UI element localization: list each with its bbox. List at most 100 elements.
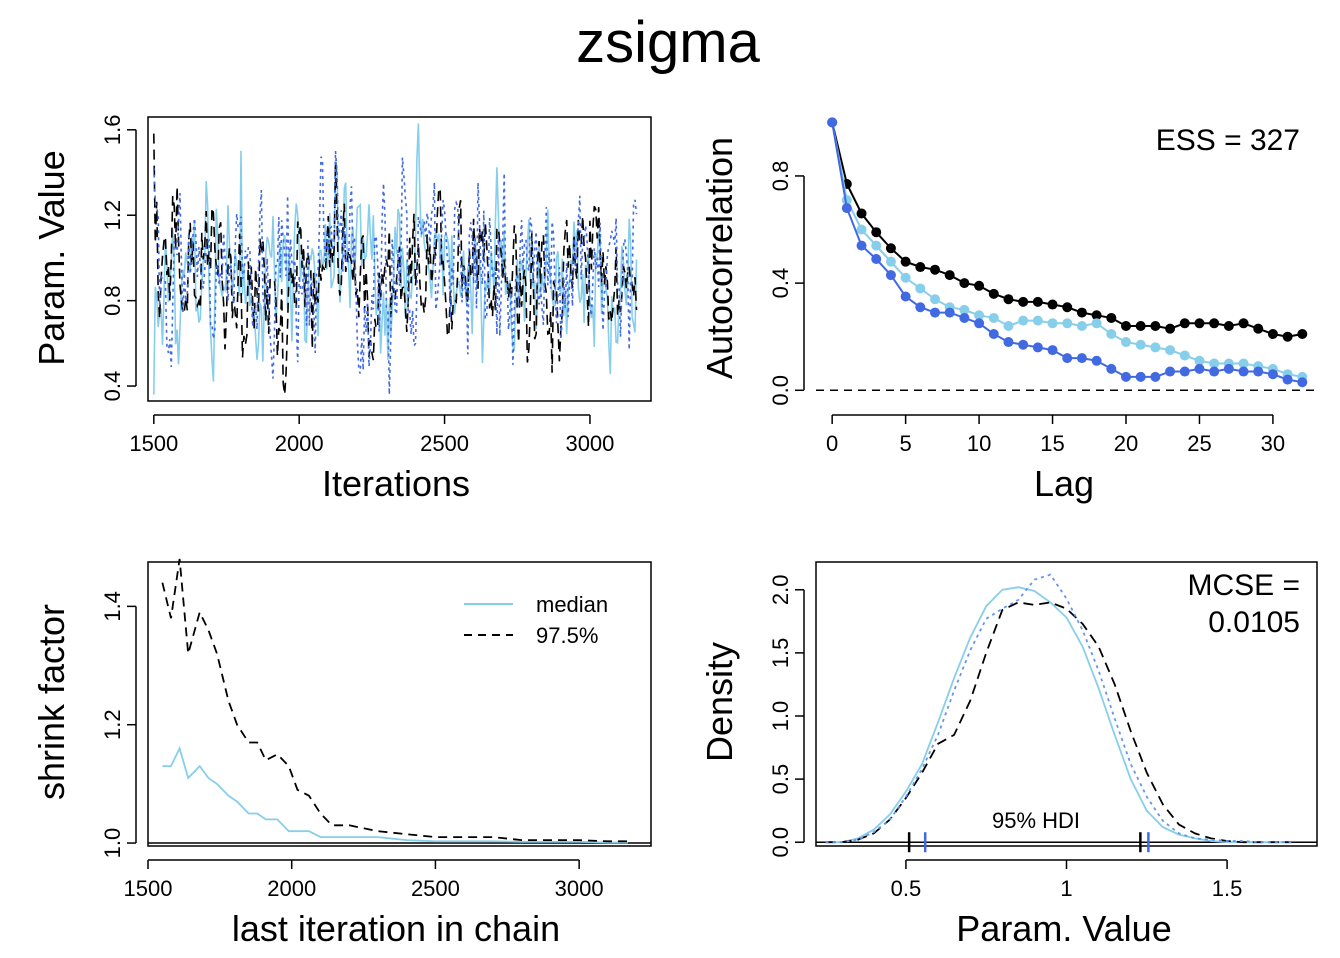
trace-panel: Iterations Param. Value 1500 2000 2500 3000… bbox=[31, 115, 652, 504]
acf-point-chain-1 bbox=[871, 240, 882, 251]
autocorrelation-panel: Lag Autocorrelation ESS = 327 0 5 10 15 20 25… bbox=[699, 117, 1317, 504]
mcse-value: 0.0105 bbox=[1208, 606, 1300, 639]
acf-point-chain-2 bbox=[1091, 310, 1102, 321]
acf-point-chain-1 bbox=[915, 283, 926, 294]
density-curve-chain-2 bbox=[825, 601, 1292, 844]
acf-point-chain-2 bbox=[900, 256, 911, 267]
acf-point-chain-1 bbox=[1062, 318, 1073, 329]
legend-97-label: 97.5% bbox=[536, 623, 598, 648]
acf-point-chain-2 bbox=[885, 243, 896, 254]
density-x-tick-label: 1.5 bbox=[1212, 876, 1243, 901]
shrink-legend: median 97.5% bbox=[464, 592, 608, 648]
acf-point-chain-3 bbox=[1223, 363, 1234, 374]
trace-series-chain-3 bbox=[153, 150, 638, 395]
acf-point-chain-3 bbox=[1062, 353, 1073, 364]
trace-series-chain-2 bbox=[153, 133, 638, 395]
density-x-tick-label: 1 bbox=[1060, 876, 1072, 901]
acf-point-chain-1 bbox=[974, 310, 985, 321]
trace-plot-box bbox=[147, 116, 652, 402]
acf-point-chain-2 bbox=[1032, 296, 1043, 307]
acf-x-tick-label: 30 bbox=[1261, 431, 1285, 456]
shrink-y-tick-label: 1.2 bbox=[100, 709, 125, 740]
acf-point-chain-3 bbox=[930, 307, 941, 318]
acf-point-chain-2 bbox=[1223, 320, 1234, 331]
shrink-x-tick-label: 2500 bbox=[411, 876, 460, 901]
trace-series-chain-1 bbox=[153, 123, 638, 395]
acf-point-chain-2 bbox=[1076, 307, 1087, 318]
acf-point-chain-1 bbox=[930, 294, 941, 305]
shrink-median-line bbox=[162, 745, 628, 844]
acf-point-chain-1 bbox=[856, 224, 867, 235]
acf-y-tick-label: 0.4 bbox=[768, 268, 793, 299]
shrink-x-tick-label: 2000 bbox=[267, 876, 316, 901]
trace-x-tick-label: 2500 bbox=[420, 431, 469, 456]
acf-point-chain-3 bbox=[871, 254, 882, 264]
trace-y-tick-label: 0.4 bbox=[100, 371, 125, 402]
acf-point-chain-2 bbox=[1194, 318, 1205, 329]
acf-point-chain-1 bbox=[1165, 345, 1176, 356]
acf-y-tick-label: 0.8 bbox=[768, 161, 793, 192]
shrink-x-tick-label: 3000 bbox=[555, 876, 604, 901]
trace-ylabel: Param. Value bbox=[31, 150, 72, 365]
trace-y-tick-label: 1.6 bbox=[100, 115, 125, 146]
acf-point-chain-3 bbox=[944, 307, 955, 318]
acf-point-chain-3 bbox=[1121, 371, 1132, 382]
density-y-tick-label: 1.0 bbox=[768, 701, 793, 732]
acf-x-tick-label: 25 bbox=[1187, 431, 1211, 456]
acf-point-chain-1 bbox=[1047, 318, 1058, 329]
acf-ylabel: Autocorrelation bbox=[699, 137, 740, 379]
density-y-tick-label: 1.5 bbox=[768, 638, 793, 669]
acf-point-chain-2 bbox=[871, 227, 882, 238]
acf-point-chain-3 bbox=[959, 312, 970, 323]
trace-x-tick-label: 2000 bbox=[275, 431, 324, 456]
acf-point-chain-2 bbox=[1267, 329, 1278, 340]
hdi-label: 95% HDI bbox=[992, 808, 1080, 833]
acf-point-chain-3 bbox=[988, 329, 999, 340]
acf-point-chain-1 bbox=[1106, 329, 1117, 340]
acf-point-chain-3 bbox=[1032, 342, 1043, 353]
acf-point-chain-3 bbox=[1135, 371, 1146, 382]
density-x-tick-label: 0.5 bbox=[891, 876, 922, 901]
acf-y-tick-label: 0.0 bbox=[768, 375, 793, 406]
acf-x-tick-label: 10 bbox=[967, 431, 991, 456]
acf-point-chain-3 bbox=[1003, 337, 1014, 348]
acf-point-chain-3 bbox=[1282, 374, 1293, 385]
acf-point-chain-1 bbox=[1194, 355, 1205, 366]
acf-point-chain-1 bbox=[1032, 315, 1043, 326]
acf-point-chain-3 bbox=[1267, 369, 1278, 380]
acf-point-chain-2 bbox=[930, 264, 941, 275]
acf-point-chain-2 bbox=[856, 208, 867, 219]
acf-point-chain-1 bbox=[1135, 339, 1146, 350]
acf-point-chain-2 bbox=[1253, 323, 1264, 334]
acf-x-tick-label: 20 bbox=[1114, 431, 1138, 456]
acf-point-chain-2 bbox=[1165, 323, 1176, 334]
acf-point-chain-1 bbox=[988, 312, 999, 323]
acf-point-chain-3 bbox=[1076, 353, 1087, 364]
acf-point-chain-2 bbox=[1003, 294, 1014, 305]
acf-point-chain-3 bbox=[1194, 363, 1205, 374]
acf-point-chain-1 bbox=[959, 304, 970, 315]
density-y-tick-label: 0.0 bbox=[768, 827, 793, 858]
acf-point-chain-3 bbox=[1150, 371, 1161, 382]
acf-point-chain-2 bbox=[1135, 320, 1146, 331]
acf-point-chain-3 bbox=[1018, 339, 1029, 350]
acf-point-chain-3 bbox=[1165, 366, 1176, 377]
shrink-ylabel: shrink factor bbox=[31, 604, 72, 800]
acf-point-chain-2 bbox=[1179, 318, 1190, 329]
acf-point-chain-3 bbox=[1091, 355, 1102, 366]
acf-point-chain-3 bbox=[1209, 366, 1220, 377]
acf-point-chain-2 bbox=[1018, 296, 1029, 307]
density-y-tick-label: 2.0 bbox=[768, 574, 793, 605]
density-xlabel: Param. Value bbox=[956, 908, 1171, 949]
density-y-tick-label: 0.5 bbox=[768, 764, 793, 795]
acf-point-chain-2 bbox=[1282, 331, 1293, 342]
acf-point-chain-1 bbox=[1209, 358, 1220, 369]
acf-point-chain-2 bbox=[944, 270, 955, 281]
acf-point-chain-3 bbox=[885, 270, 896, 281]
acf-x-tick-label: 15 bbox=[1040, 431, 1064, 456]
trace-y-tick-label: 1.2 bbox=[100, 200, 125, 231]
trace-xlabel: Iterations bbox=[322, 463, 470, 504]
acf-point-chain-2 bbox=[915, 262, 926, 273]
